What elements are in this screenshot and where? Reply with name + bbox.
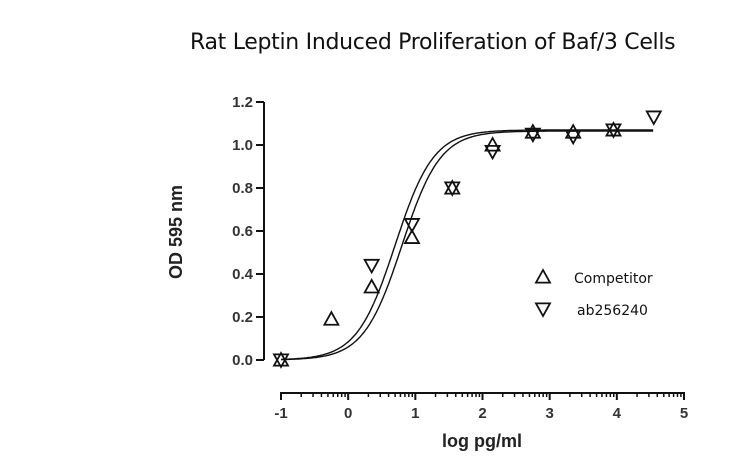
triangle-down-icon bbox=[403, 218, 421, 234]
fit-curve-1 bbox=[281, 129, 654, 361]
y-tick-label: 0.8 bbox=[232, 180, 253, 197]
triangle-up-icon bbox=[403, 228, 421, 244]
triangle-down-icon bbox=[524, 127, 542, 144]
triangle-up-icon bbox=[534, 268, 552, 284]
x-tick-label: 1 bbox=[411, 405, 419, 422]
y-tick-label: 0.6 bbox=[232, 223, 253, 240]
triangle-up-icon bbox=[524, 123, 542, 139]
triangle-up-icon bbox=[322, 310, 340, 326]
y-tick-label: 1.0 bbox=[232, 137, 253, 154]
x-tick-label: -1 bbox=[274, 405, 287, 422]
y-axis-title: OD 595 nm bbox=[166, 185, 186, 279]
triangle-down-icon bbox=[443, 181, 461, 197]
data-points bbox=[272, 110, 663, 369]
legend-label: ab256240 bbox=[577, 303, 648, 319]
y-tick-label: 0.0 bbox=[232, 352, 253, 369]
legend: Competitor ab256240 bbox=[534, 268, 653, 319]
fit-curve-0 bbox=[281, 130, 654, 361]
triangle-up-icon bbox=[484, 136, 502, 152]
triangle-down-icon bbox=[363, 258, 381, 275]
x-tick-label: 4 bbox=[613, 405, 622, 422]
triangle-down-icon bbox=[645, 110, 663, 126]
fit-curves bbox=[281, 129, 654, 361]
x-axis-title: log pg/ml bbox=[442, 431, 522, 451]
x-tick-label: 2 bbox=[478, 405, 486, 422]
y-tick-label: 0.2 bbox=[232, 309, 253, 326]
triangle-down-icon bbox=[272, 353, 290, 369]
x-tick-label: 3 bbox=[545, 405, 553, 422]
triangle-down-icon bbox=[534, 302, 552, 318]
triangle-down-icon bbox=[484, 144, 502, 161]
y-tick-label: 1.2 bbox=[232, 94, 253, 111]
chart-title: Rat Leptin Induced Proliferation of Baf/… bbox=[190, 30, 676, 55]
x-axis: -1 0 1 2 3 4 5 bbox=[274, 392, 688, 422]
x-tick-label: 5 bbox=[680, 405, 688, 422]
triangle-down-icon bbox=[564, 129, 582, 146]
y-tick-label: 0.4 bbox=[232, 266, 254, 283]
triangle-down-icon bbox=[604, 123, 623, 139]
legend-label: Competitor bbox=[574, 271, 653, 287]
y-axis: 0.0 0.2 0.4 0.6 0.8 1.0 1.2 bbox=[232, 94, 265, 369]
triangle-up-icon bbox=[363, 278, 381, 294]
x-tick-label: 0 bbox=[344, 405, 352, 422]
